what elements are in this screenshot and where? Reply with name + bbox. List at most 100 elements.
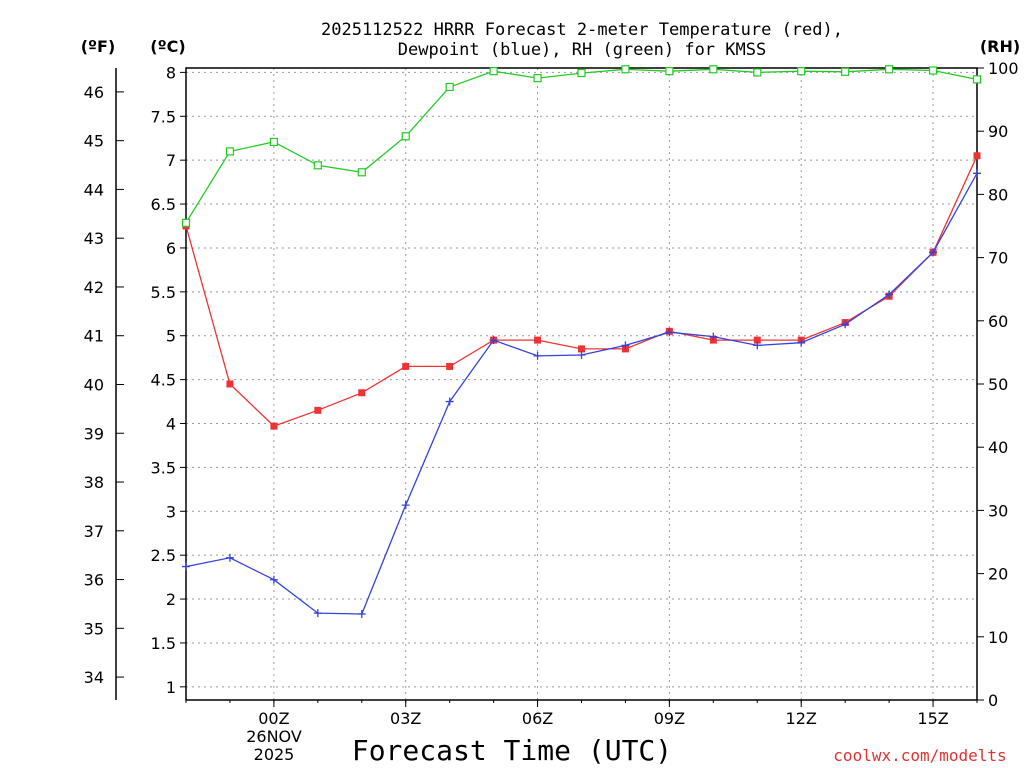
celsius-tick-label: 1.5 — [151, 634, 176, 653]
fahrenheit-tick-label: 42 — [84, 278, 104, 297]
data-point-rh — [621, 65, 630, 74]
fahrenheit-tick-label: 45 — [84, 132, 104, 151]
celsius-tick-label: 5.5 — [151, 283, 176, 302]
data-point-dewpoint — [753, 341, 762, 350]
data-point-temperature — [534, 336, 542, 344]
celsius-tick-label: 3 — [166, 502, 176, 521]
rh-tick-label: 80 — [988, 185, 1008, 204]
series-line-dewpoint — [185, 172, 978, 615]
fahrenheit-tick-label: 41 — [84, 327, 104, 346]
data-point-temperature — [358, 389, 366, 397]
data-point-dewpoint — [841, 320, 850, 329]
rh-tick-label: 90 — [988, 122, 1008, 141]
chart-title-line2: Dewpoint (blue), RH (green) for KMSS — [398, 40, 766, 60]
celsius-axis: 1 1.5 2 2.5 3 3.5 4 4.5 5 5.5 6 6.5 7 7.5 8 — [151, 63, 186, 697]
credit-link[interactable]: coolwx.com/modelts — [833, 746, 1006, 765]
date-year-label: 2025 — [254, 745, 295, 764]
data-point-rh — [445, 82, 454, 92]
celsius-unit-label: (ºC) — [150, 37, 185, 56]
rh-tick-label: 70 — [988, 249, 1008, 268]
data-series — [181, 65, 982, 618]
data-point-dewpoint — [489, 336, 498, 345]
x-tick-label: 12Z — [786, 709, 817, 728]
data-point-temperature — [973, 152, 981, 160]
data-point-dewpoint — [973, 169, 981, 178]
rh-axis: 0 10 20 30 40 50 60 70 80 90 100 — [977, 59, 1019, 710]
date-day-label: 26NOV — [246, 727, 302, 746]
data-point-rh — [709, 65, 718, 74]
chart-title-line1: 2025112522 HRRR Forecast 2-meter Tempera… — [321, 20, 843, 40]
data-point-dewpoint — [665, 328, 674, 337]
data-point-rh — [489, 67, 498, 76]
x-tick-label: 03Z — [390, 709, 421, 728]
rh-tick-label: 50 — [988, 375, 1008, 394]
data-point-rh — [401, 132, 410, 141]
data-point-dewpoint — [709, 332, 718, 341]
data-point-dewpoint — [401, 501, 410, 510]
fahrenheit-tick-label: 40 — [84, 375, 104, 394]
fahrenheit-tick-label: 46 — [84, 83, 104, 102]
fahrenheit-tick-label: 39 — [84, 424, 104, 443]
data-point-dewpoint — [577, 351, 586, 360]
rh-tick-label: 30 — [988, 501, 1008, 520]
data-point-temperature — [226, 380, 234, 388]
x-tick-label: 09Z — [654, 709, 685, 728]
data-point-rh — [181, 218, 191, 227]
celsius-tick-label: 4 — [166, 415, 176, 434]
rh-unit-label: (RH) — [980, 37, 1020, 56]
fahrenheit-tick-label: 43 — [84, 229, 104, 248]
data-point-rh — [665, 67, 674, 76]
series-line-rh — [185, 68, 978, 224]
fahrenheit-tick-label: 37 — [84, 522, 104, 541]
data-point-dewpoint — [269, 575, 278, 584]
data-point-rh — [885, 65, 894, 74]
data-point-temperature — [314, 406, 322, 414]
data-point-rh — [225, 147, 235, 156]
data-point-dewpoint — [885, 290, 894, 299]
celsius-tick-label: 8 — [166, 63, 176, 82]
data-point-rh — [533, 74, 542, 83]
data-point-dewpoint — [182, 562, 190, 571]
celsius-tick-label: 5 — [166, 327, 176, 346]
data-point-dewpoint — [225, 553, 234, 562]
fahrenheit-tick-label: 36 — [84, 571, 104, 590]
celsius-tick-label: 7 — [166, 151, 176, 170]
fahrenheit-tick-label: 38 — [84, 473, 104, 492]
data-point-rh — [841, 67, 850, 76]
x-tick-label: 15Z — [917, 709, 948, 728]
celsius-tick-label: 2.5 — [151, 546, 176, 565]
data-point-temperature — [578, 345, 585, 353]
data-point-rh — [357, 168, 366, 177]
fahrenheit-unit-label: (ºF) — [81, 37, 116, 56]
data-point-dewpoint — [797, 338, 806, 347]
data-point-temperature — [446, 362, 454, 370]
data-point-rh — [928, 66, 938, 75]
rh-tick-label: 20 — [988, 565, 1008, 584]
celsius-tick-label: 6 — [166, 239, 176, 258]
data-point-rh — [313, 161, 322, 170]
celsius-tick-label: 7.5 — [151, 107, 176, 126]
data-point-temperature — [270, 422, 278, 430]
plot-frame — [185, 67, 978, 701]
data-point-rh — [269, 137, 278, 147]
data-point-rh — [972, 75, 982, 84]
data-point-dewpoint — [357, 609, 366, 618]
fahrenheit-axis: 34 35 36 37 38 39 40 41 42 43 44 45 46 — [84, 68, 124, 700]
gridlines — [186, 68, 977, 700]
data-point-dewpoint — [621, 341, 630, 350]
celsius-tick-label: 4.5 — [151, 371, 176, 390]
fahrenheit-tick-label: 44 — [84, 180, 104, 199]
data-point-rh — [753, 68, 762, 77]
rh-tick-label: 0 — [988, 691, 998, 710]
celsius-tick-label: 2 — [166, 590, 176, 609]
rh-tick-label: 40 — [988, 438, 1008, 457]
x-tick-label: 00Z — [258, 709, 289, 728]
x-axis: 00Z 03Z 06Z 09Z 12Z 15Z — [185, 700, 978, 728]
data-point-dewpoint — [445, 397, 454, 406]
axes — [185, 67, 978, 701]
data-point-rh — [797, 67, 806, 76]
rh-tick-label: 60 — [988, 312, 1008, 331]
fahrenheit-tick-label: 34 — [84, 668, 104, 687]
x-tick-label: 06Z — [522, 709, 553, 728]
